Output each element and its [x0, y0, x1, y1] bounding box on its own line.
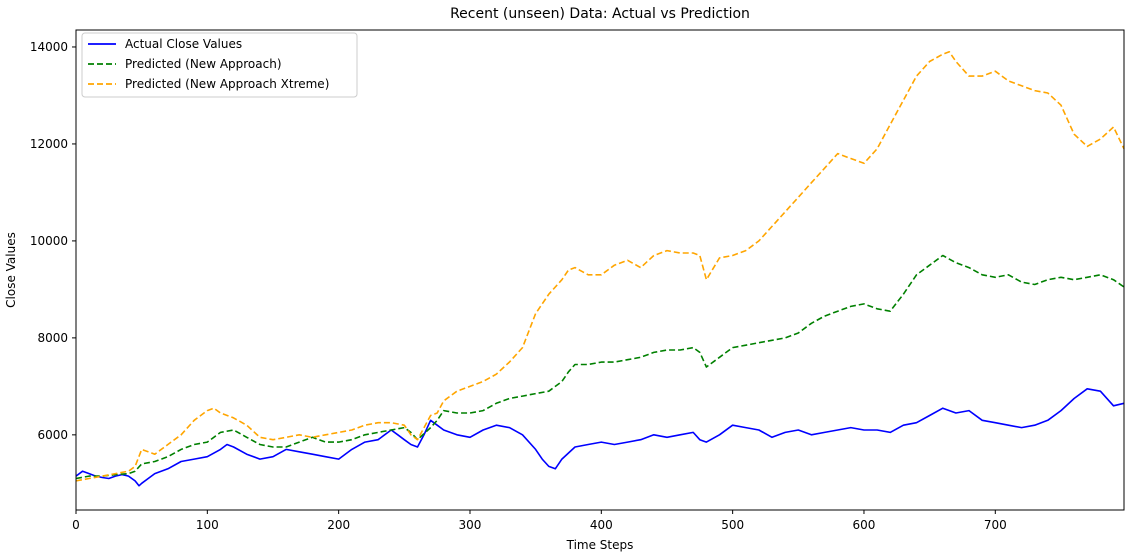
y-tick-label: 14000 [30, 40, 68, 54]
x-tick-label: 600 [853, 518, 876, 532]
y-tick-label: 6000 [37, 428, 68, 442]
ticks-layer: 0 100 200 300 400 500 600 700 6000 8000 10000 12000… [30, 40, 1007, 532]
series-line-xtreme [75, 51, 1125, 482]
series-layer [75, 51, 1125, 487]
x-tick-label: 0 [72, 518, 80, 532]
plot-frame [75, 29, 1125, 511]
x-tick-label: 700 [984, 518, 1007, 532]
x-tick-label: 200 [327, 518, 350, 532]
x-tick-label: 300 [459, 518, 482, 532]
y-tick-label: 12000 [30, 137, 68, 151]
series-line-new-approach [75, 254, 1125, 480]
legend: Actual Close Values Predicted (New Appro… [81, 32, 358, 98]
x-tick-label: 400 [590, 518, 613, 532]
legend-label-actual: Actual Close Values [125, 37, 242, 51]
legend-label-xtreme: Predicted (New Approach Xtreme) [125, 77, 329, 91]
legend-label-new-approach: Predicted (New Approach) [125, 57, 282, 71]
x-tick-label: 100 [196, 518, 219, 532]
x-tick-label: 500 [721, 518, 744, 532]
y-tick-label: 10000 [30, 234, 68, 248]
chart-title: Recent (unseen) Data: Actual vs Predicti… [450, 6, 750, 22]
y-tick-label: 8000 [37, 331, 68, 345]
y-axis-label: Close Values [4, 232, 18, 308]
series-line-actual [75, 388, 1125, 487]
x-axis-label: Time Steps [566, 538, 634, 552]
legend-box [81, 32, 358, 98]
